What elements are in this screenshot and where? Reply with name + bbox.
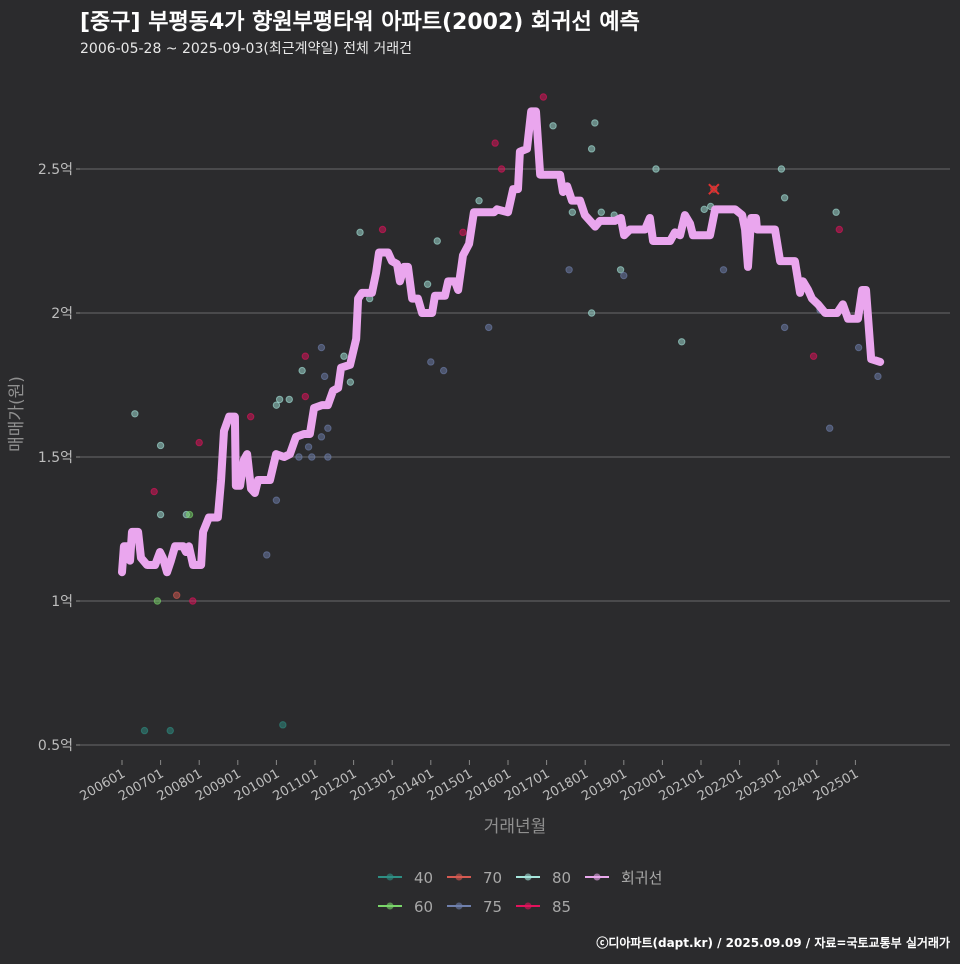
data-point-80 <box>700 205 708 214</box>
data-point-80 <box>597 208 605 216</box>
data-point-60 <box>185 510 194 519</box>
highlight-x-icon <box>708 183 720 195</box>
regression-polyline <box>118 107 885 577</box>
data-point-75 <box>324 453 332 461</box>
scatter-points <box>131 93 882 735</box>
data-point-75 <box>317 343 326 352</box>
legend-dot-80 <box>524 873 532 881</box>
data-point-80 <box>777 165 786 173</box>
data-point-75 <box>780 323 789 332</box>
data-point-80 <box>298 366 306 375</box>
data-point-80 <box>433 237 441 245</box>
legend-label-80: 80 <box>552 869 571 887</box>
data-point-75 <box>825 424 834 432</box>
legend-label-reg: 회귀선 <box>621 869 662 887</box>
data-point-85 <box>378 225 387 234</box>
data-point-75 <box>439 366 448 375</box>
legend-dot-40 <box>386 873 394 881</box>
data-point-75 <box>324 424 332 432</box>
data-point-80 <box>423 280 432 288</box>
data-point-80 <box>285 395 293 404</box>
y-tick-label: 0.5억 <box>38 738 73 754</box>
data-point-75 <box>854 343 863 352</box>
grid <box>80 168 950 746</box>
data-point-40 <box>279 721 287 729</box>
data-point-75 <box>620 271 628 280</box>
chart-title: [중구] 부평동4가 향원부평타워 아파트(2002) 회귀선 예측 <box>80 10 640 35</box>
legend-dot-75 <box>455 902 463 910</box>
data-point-75 <box>320 372 329 381</box>
data-point-75 <box>874 372 882 381</box>
data-point-60 <box>153 597 162 605</box>
y-axis-title: 매매가(원) <box>7 376 27 452</box>
data-point-75 <box>308 453 316 461</box>
data-point-40 <box>166 726 174 735</box>
data-point-80 <box>275 395 284 404</box>
data-point-80 <box>356 228 364 237</box>
chart-subtitle: 2006-05-28 ~ 2025-09-03(최근계약일) 전체 거래건 <box>80 41 412 57</box>
data-point-80 <box>616 266 625 274</box>
data-point-80 <box>272 401 281 409</box>
data-point-80 <box>156 441 165 450</box>
legend-label-70: 70 <box>483 869 502 887</box>
legend-label-75: 75 <box>483 898 502 916</box>
legend-label-85: 85 <box>552 898 571 916</box>
caption: ⓒ디아파트(dapt.kr) / 2025.09.09 / 자료=국토교통부 실… <box>596 935 950 950</box>
data-point-75 <box>719 266 728 274</box>
y-tick-label: 2억 <box>51 306 73 322</box>
y-tick-label: 1억 <box>51 594 73 610</box>
data-point-85 <box>246 412 255 421</box>
data-point-75 <box>565 266 573 274</box>
x-axis-title: 거래년월 <box>484 817 547 837</box>
data-point-75 <box>304 443 313 451</box>
data-point-80 <box>568 208 577 216</box>
data-point-80 <box>475 196 483 205</box>
data-point-80 <box>156 510 165 519</box>
data-point-75 <box>317 433 326 441</box>
data-point-85 <box>301 392 310 401</box>
data-point-85 <box>189 597 197 605</box>
legend-dot-85 <box>524 902 532 910</box>
data-point-85 <box>809 352 818 360</box>
data-point-80 <box>678 338 686 346</box>
highlight-marker <box>708 183 720 195</box>
legend-label-60: 60 <box>414 898 433 916</box>
legend-dot-70 <box>455 873 463 881</box>
data-point-80 <box>131 410 139 418</box>
data-point-85 <box>497 165 506 173</box>
y-axis: 0.5억 1억 1.5억 2억 2.5억 <box>38 162 80 754</box>
y-tick-label: 1.5억 <box>38 450 73 466</box>
data-point-80 <box>346 378 355 386</box>
legend-dot-reg <box>593 873 601 881</box>
data-point-80 <box>587 309 596 317</box>
data-point-40 <box>140 726 149 735</box>
data-point-85 <box>195 438 203 447</box>
data-point-80 <box>587 145 596 153</box>
legend: 40 70 80 회귀선 60 75 85 <box>378 869 662 916</box>
data-point-80 <box>340 352 348 360</box>
data-point-85 <box>301 352 310 360</box>
legend-label-40: 40 <box>414 869 433 887</box>
data-point-75 <box>485 323 493 332</box>
x-axis: 2006012007012008012009012010012011012012… <box>78 760 861 804</box>
data-point-80 <box>832 208 840 216</box>
y-tick-label: 2.5억 <box>38 162 73 178</box>
data-point-75 <box>263 551 271 559</box>
data-point-75 <box>272 496 281 504</box>
data-point-80 <box>652 165 660 173</box>
data-point-80 <box>591 119 599 127</box>
data-point-85 <box>835 225 844 234</box>
data-point-85 <box>491 139 499 147</box>
data-point-80 <box>549 122 557 130</box>
regression-line <box>118 107 885 577</box>
data-point-75 <box>427 358 435 366</box>
data-point-85 <box>150 487 158 496</box>
data-point-85 <box>459 228 467 237</box>
legend-dot-60 <box>386 902 394 910</box>
data-point-70 <box>172 591 181 599</box>
data-point-80 <box>780 194 789 202</box>
data-point-85 <box>539 93 548 101</box>
data-point-75 <box>295 453 303 461</box>
